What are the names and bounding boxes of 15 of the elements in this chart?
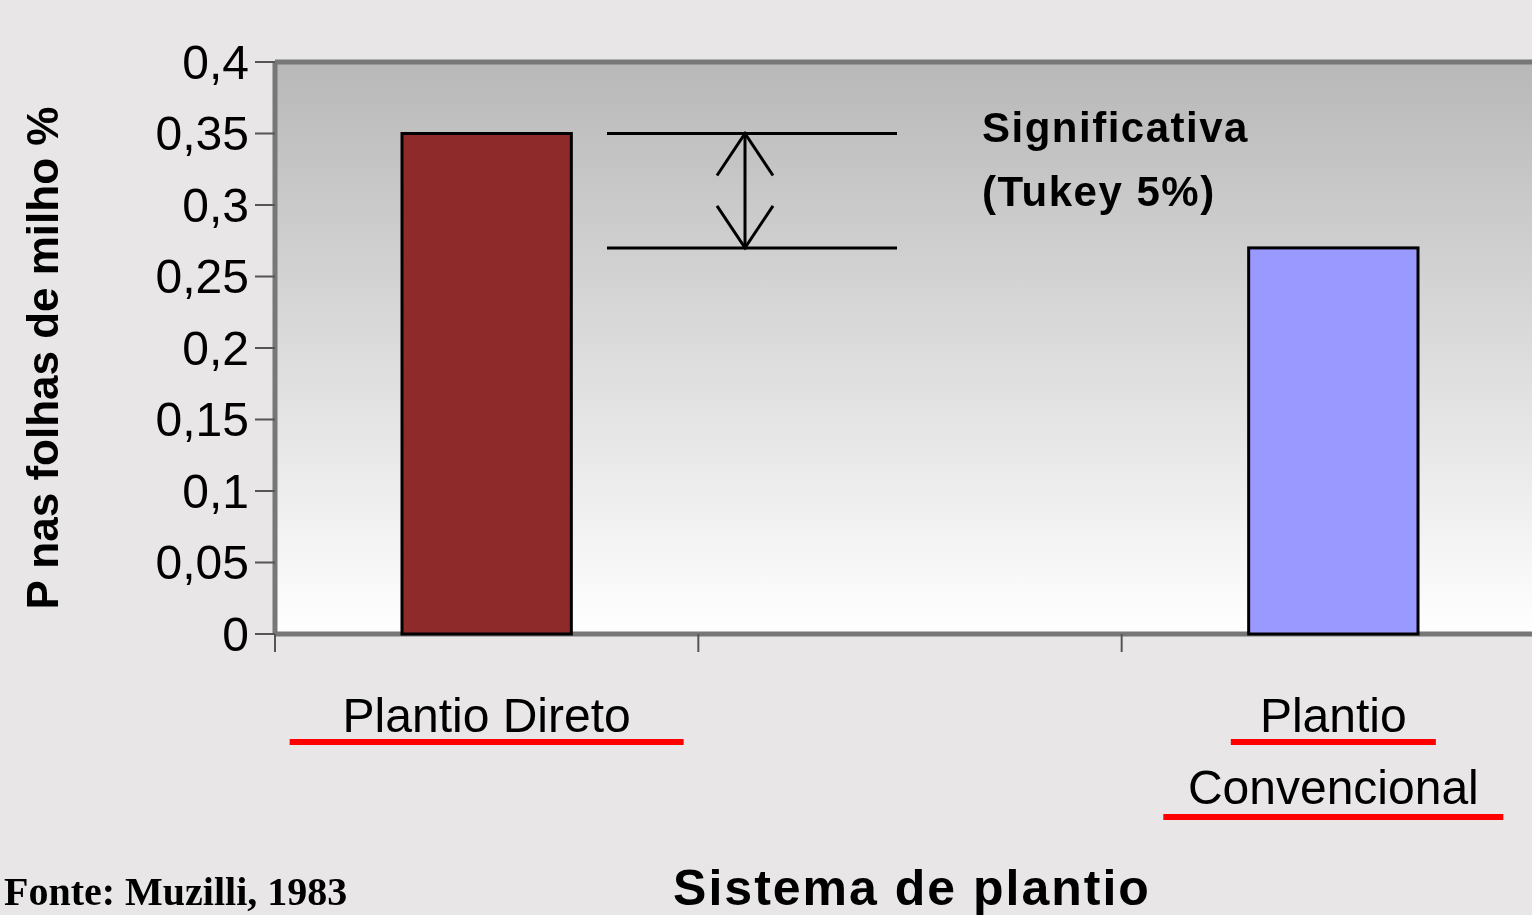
y-tick-label: 0,35: [155, 107, 249, 161]
x-tick-label: Plantio Direto: [342, 689, 631, 742]
source-note: Fonte: Muzilli, 1983: [4, 869, 348, 914]
y-tick-label: 0,4: [182, 35, 249, 89]
y-tick-label: 0,05: [155, 536, 249, 590]
y-tick-label: 0,3: [182, 178, 249, 232]
y-tick-label: 0,15: [155, 393, 249, 447]
annotation: Significativa (Tukey 5%): [982, 104, 1249, 215]
y-tick-label: 0: [222, 607, 249, 661]
y-tick-label: 0,2: [182, 321, 249, 375]
x-tick-label: Plantio Convencional: [1187, 689, 1479, 814]
x-axis-title: Sistema de plantio: [673, 860, 1151, 915]
y-tick-label: 0,25: [155, 250, 249, 304]
y-tick-label: 0,1: [182, 464, 249, 518]
y-axis-title: P nas folhas de milho %: [18, 106, 67, 610]
